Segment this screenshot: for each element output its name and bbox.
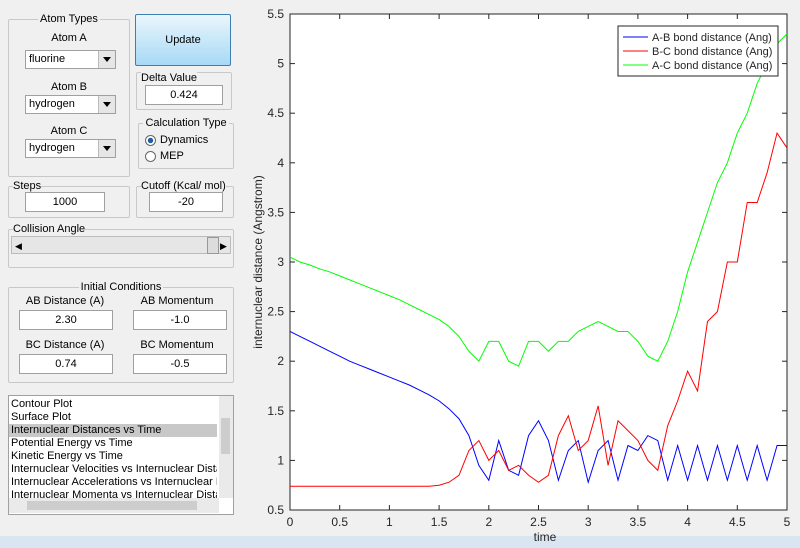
x-tick-label: 3.5 (630, 515, 647, 529)
list-item[interactable]: Internuclear Accelerations vs Internucle… (11, 476, 217, 488)
dropdown-value: fluorine (29, 53, 66, 65)
label: BC Momentum (140, 339, 214, 351)
list-item[interactable]: Surface Plot (11, 411, 71, 423)
y-tick-label: 5 (277, 57, 284, 71)
list-item[interactable]: Internuclear Velocities vs Internuclear … (11, 463, 217, 475)
x-tick-label: 3 (585, 515, 592, 529)
legend-label: A-B bond distance (Ang) (652, 32, 772, 44)
steps-group: Steps 1000 (8, 180, 130, 218)
y-tick-label: 4.5 (267, 106, 284, 120)
x-axis-label: time (534, 530, 557, 544)
label: Atom A (51, 32, 87, 44)
dropdown-value: hydrogen (29, 142, 75, 154)
radio-label: Dynamics (160, 134, 209, 146)
cutoff-input[interactable]: -20 (149, 192, 223, 212)
y-tick-label: 0.5 (267, 503, 284, 517)
bc-distance-input[interactable]: 0.74 (19, 354, 113, 374)
x-tick-label: 1.5 (431, 515, 448, 529)
steps-input[interactable]: 1000 (25, 192, 105, 212)
atom-a-dropdown[interactable]: fluorine (25, 50, 116, 69)
list-item[interactable]: Kinetic Energy vs Time (11, 450, 123, 462)
radio-label: MEP (160, 150, 184, 162)
series-line (289, 33, 788, 367)
plot-listbox[interactable]: Contour Plot Surface Plot Internuclear Dis… (8, 395, 234, 515)
calc-type-group: Calculation Type Dynamics MEP (138, 117, 234, 169)
x-tick-label: 4 (684, 515, 691, 529)
group-title: Delta Value (141, 72, 198, 84)
label: AB Momentum (140, 295, 214, 307)
y-tick-label: 1 (277, 453, 284, 467)
delta-input[interactable]: 0.424 (145, 85, 223, 105)
initial-conditions-group: Initial Conditions AB Distance (A) 2.30 … (8, 281, 234, 383)
atom-types-group: Atom Types Atom A fluorine Atom B hydrog… (8, 13, 130, 177)
angle-slider[interactable]: ◀ ▶ (11, 236, 231, 254)
label: BC Distance (A) (25, 339, 105, 351)
legend-label: B-C bond distance (Ang) (652, 46, 772, 58)
scroll-thumb[interactable] (27, 501, 197, 510)
list-item[interactable]: Contour Plot (11, 398, 73, 410)
y-tick-label: 5.5 (267, 7, 284, 21)
y-tick-label: 3.5 (267, 205, 284, 219)
plot-area (289, 13, 788, 511)
bc-momentum-input[interactable]: -0.5 (133, 354, 227, 374)
scroll-thumb[interactable] (221, 418, 230, 454)
status-strip (0, 536, 800, 548)
group-title: Collision Angle (13, 223, 86, 235)
slider-arrow: ▶ (220, 241, 227, 251)
x-tick-label: 0 (287, 515, 294, 529)
horizontal-scrollbar[interactable] (9, 498, 219, 513)
series-line (290, 131, 788, 487)
legend-label: A-C bond distance (Ang) (652, 60, 772, 72)
update-button[interactable]: Update (135, 14, 231, 66)
y-axis-label: internuclear distance (Angstrom) (251, 175, 265, 348)
x-tick-label: 2.5 (530, 515, 547, 529)
slider-arrow: ◀ (15, 241, 22, 251)
group-title: Calculation Type (143, 117, 229, 129)
y-tick-label: 4 (277, 156, 284, 170)
x-tick-label: 1 (386, 515, 393, 529)
list-item[interactable]: Potential Energy vs Time (11, 437, 133, 449)
radio-option[interactable]: Dynamics (145, 134, 208, 146)
x-tick-label: 4.5 (729, 515, 746, 529)
label: AB Distance (A) (25, 295, 105, 307)
collision-angle-group: Collision Angle ◀ ▶ (8, 223, 234, 268)
dropdown-value: hydrogen (29, 98, 75, 110)
x-tick-label: 5 (784, 515, 791, 529)
group-title: Cutoff (Kcal/ mol) (141, 180, 226, 192)
radio-dot (145, 134, 156, 146)
x-tick-label: 0.5 (331, 515, 348, 529)
y-tick-label: 3 (277, 255, 284, 269)
radio-option[interactable]: MEP (145, 150, 184, 162)
atom-b-dropdown[interactable]: hydrogen (25, 95, 116, 114)
slider-thumb[interactable] (207, 237, 219, 254)
radio-dot (145, 150, 156, 162)
label: Atom C (50, 125, 88, 137)
cutoff-group: Cutoff (Kcal/ mol) -20 (136, 180, 234, 218)
atom-c-dropdown[interactable]: hydrogen (25, 139, 116, 158)
group-title: Steps (13, 180, 42, 192)
series-line (289, 330, 787, 485)
y-tick-label: 2.5 (267, 305, 284, 319)
label: Atom B (50, 81, 88, 93)
list-item[interactable]: Internuclear Distances vs Time (9, 424, 217, 437)
group-title: Initial Conditions (78, 281, 164, 293)
vertical-scrollbar[interactable] (219, 396, 233, 498)
ab-momentum-input[interactable]: -1.0 (133, 310, 227, 330)
ab-distance-input[interactable]: 2.30 (19, 310, 113, 330)
x-tick-label: 2 (485, 515, 492, 529)
y-tick-label: 2 (277, 354, 284, 368)
delta-group: Delta Value 0.424 (136, 72, 232, 110)
y-tick-label: 1.5 (267, 404, 284, 418)
group-title: Atom Types (38, 13, 100, 25)
